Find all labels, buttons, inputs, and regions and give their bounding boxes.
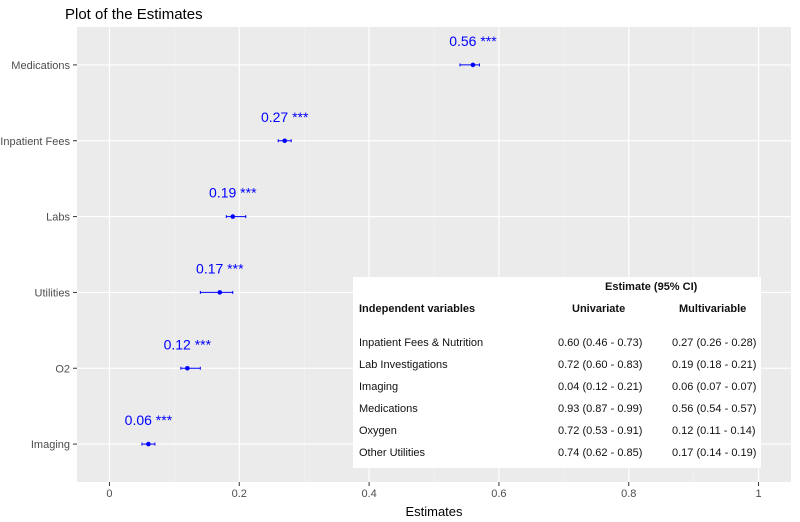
table-row-5-univariate: 0.72 (0.53 - 0.91) xyxy=(558,425,643,437)
table-row-1-multivariable: 0.27 (0.26 - 0.28) xyxy=(672,337,757,349)
table-row-6-variable: Other Utilities xyxy=(359,447,426,459)
table-row-1-univariate: 0.60 (0.46 - 0.73) xyxy=(558,337,643,349)
table-row-5-multivariable: 0.12 (0.11 - 0.14) xyxy=(672,425,756,437)
x-tick-label: 0.8 xyxy=(621,488,636,500)
table-row-3-univariate: 0.04 (0.12 - 0.21) xyxy=(558,381,643,393)
x-axis-label: Estimates xyxy=(405,504,463,519)
estimate-point xyxy=(470,62,476,68)
table-row-5-variable: Oxygen xyxy=(359,425,397,437)
estimate-annotation: 0.17 *** xyxy=(196,260,244,276)
y-tick-label: O2 xyxy=(55,363,70,375)
table-header-multivariable: Multivariable xyxy=(679,303,747,315)
y-tick-label: Labs xyxy=(46,212,70,224)
estimate-point xyxy=(185,365,190,371)
table-header-variables: Independent variables xyxy=(359,303,476,315)
estimate-point xyxy=(146,441,151,447)
estimate-annotation: 0.56 *** xyxy=(449,33,497,49)
estimate-annotation: 0.06 *** xyxy=(125,412,173,428)
table-row-3-variable: Imaging xyxy=(359,381,399,393)
table-row-2-multivariable: 0.19 (0.18 - 0.21) xyxy=(672,359,757,371)
x-tick-label: 0.6 xyxy=(491,488,506,500)
estimate-annotation: 0.19 *** xyxy=(209,185,257,201)
chart-title: Plot of the Estimates xyxy=(65,6,203,23)
table-row-4-variable: Medications xyxy=(359,403,418,415)
x-tick-label: 0 xyxy=(106,488,112,500)
x-tick-label: 0.2 xyxy=(232,488,247,500)
table-row-2-variable: Lab Investigations xyxy=(359,359,448,371)
plot-marks: 0.56 *** 0.27 *** 0.19 *** 0.17 *** 0.12 ***… xyxy=(125,33,497,447)
estimate-point xyxy=(230,214,236,219)
estimate-point xyxy=(282,138,288,144)
table-row-4-univariate: 0.93 (0.87 - 0.99) xyxy=(558,403,643,415)
x-tick-label: 1 xyxy=(755,488,761,500)
estimates-table: Estimate (95% CI) Independent variables … xyxy=(353,277,761,468)
y-tick-label: Imaging xyxy=(31,439,70,451)
y-tick-label: Utilities xyxy=(35,287,71,299)
table-row-1-variable: Inpatient Fees & Nutrition xyxy=(359,337,484,349)
y-tick-label: Inpatient Fees xyxy=(0,136,70,148)
y-tick-label: Medications xyxy=(11,60,70,72)
table-row-2-univariate: 0.72 (0.60 - 0.83) xyxy=(558,359,643,371)
axes: 0 0.2 0.4 0.6 0.8 1 Medications Inpatient Fees L… xyxy=(0,60,761,500)
x-tick-label: 0.4 xyxy=(361,488,376,500)
table-header-univariate: Univariate xyxy=(572,303,626,315)
table-group-header: Estimate (95% CI) xyxy=(605,281,698,293)
estimate-point xyxy=(217,290,223,295)
estimate-annotation: 0.27 *** xyxy=(261,109,309,125)
table-row-3-multivariable: 0.06 (0.07 - 0.07) xyxy=(672,381,757,393)
table-row-6-multivariable: 0.17 (0.14 - 0.19) xyxy=(672,447,757,459)
table-row-4-multivariable: 0.56 (0.54 - 0.57) xyxy=(672,403,757,415)
table-row-6-univariate: 0.74 (0.62 - 0.85) xyxy=(558,447,643,459)
estimate-annotation: 0.12 *** xyxy=(164,336,212,352)
